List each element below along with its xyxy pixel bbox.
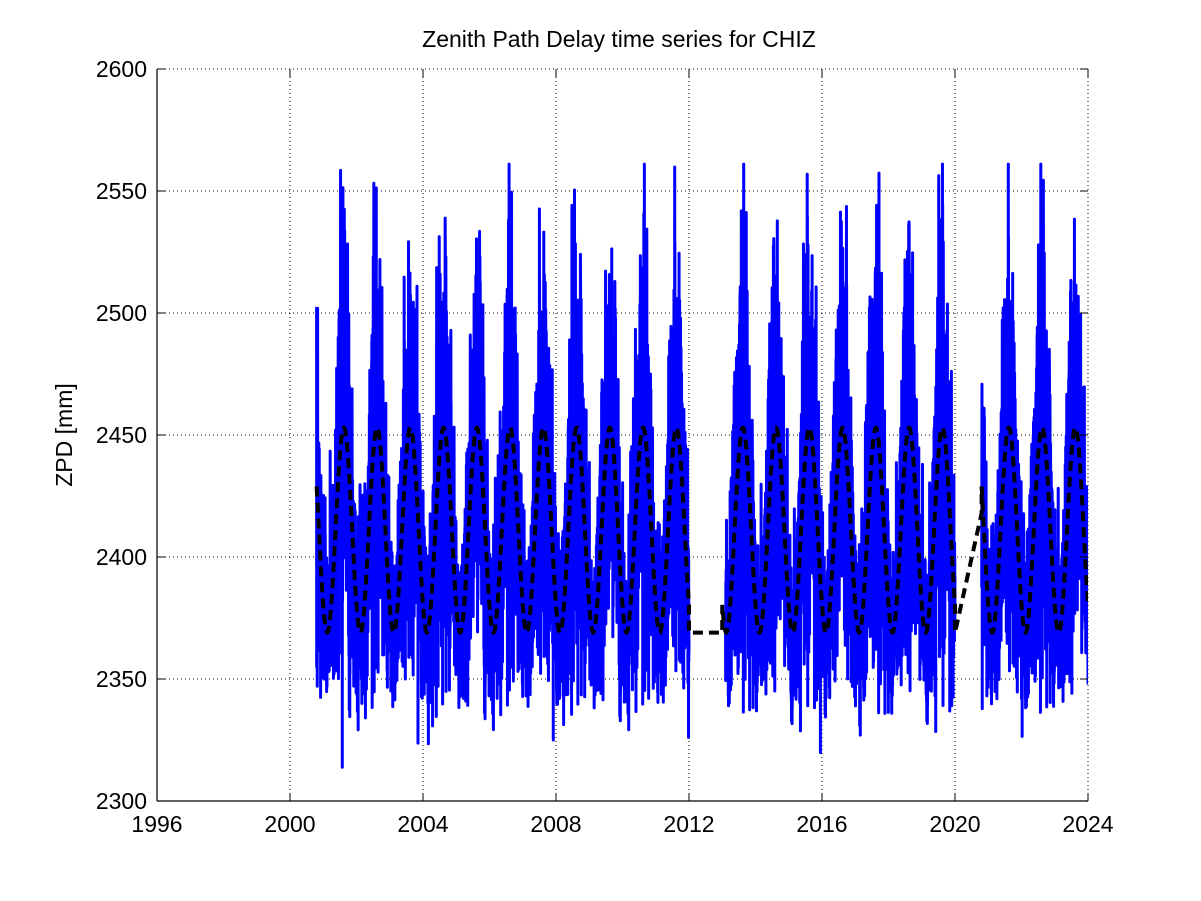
x-tick-label: 2024 bbox=[1062, 811, 1113, 837]
y-tick-label: 2350 bbox=[96, 666, 147, 692]
y-tick-label: 2500 bbox=[96, 300, 147, 326]
y-tick-label: 2450 bbox=[96, 422, 147, 448]
x-tick-label: 2000 bbox=[264, 811, 315, 837]
y-tick-label: 2550 bbox=[96, 178, 147, 204]
x-tick-label: 2016 bbox=[796, 811, 847, 837]
zpd-series-segment-1 bbox=[315, 162, 691, 769]
x-tick-label: 1996 bbox=[131, 811, 182, 837]
seasonal-fit-line bbox=[314, 425, 1088, 635]
y-axis-label: ZPD [mm] bbox=[51, 383, 77, 487]
x-tick-label: 2012 bbox=[663, 811, 714, 837]
y-tick-label: 2600 bbox=[96, 56, 147, 82]
y-tick-label: 2400 bbox=[96, 544, 147, 570]
plot-area bbox=[314, 162, 1088, 769]
x-axis-ticks: 1996 2000 2004 2008 2012 2016 2020 2024 bbox=[131, 69, 1114, 837]
chart-title: Zenith Path Delay time series for CHIZ bbox=[422, 26, 816, 52]
x-tick-label: 2008 bbox=[530, 811, 581, 837]
seasonal-fit-series bbox=[314, 425, 1088, 635]
x-tick-label: 2004 bbox=[397, 811, 448, 837]
y-tick-label: 2300 bbox=[96, 788, 147, 814]
x-tick-label: 2020 bbox=[929, 811, 980, 837]
y-axis-ticks: 2300 2350 2400 2450 2500 2550 2600 bbox=[96, 56, 1088, 814]
